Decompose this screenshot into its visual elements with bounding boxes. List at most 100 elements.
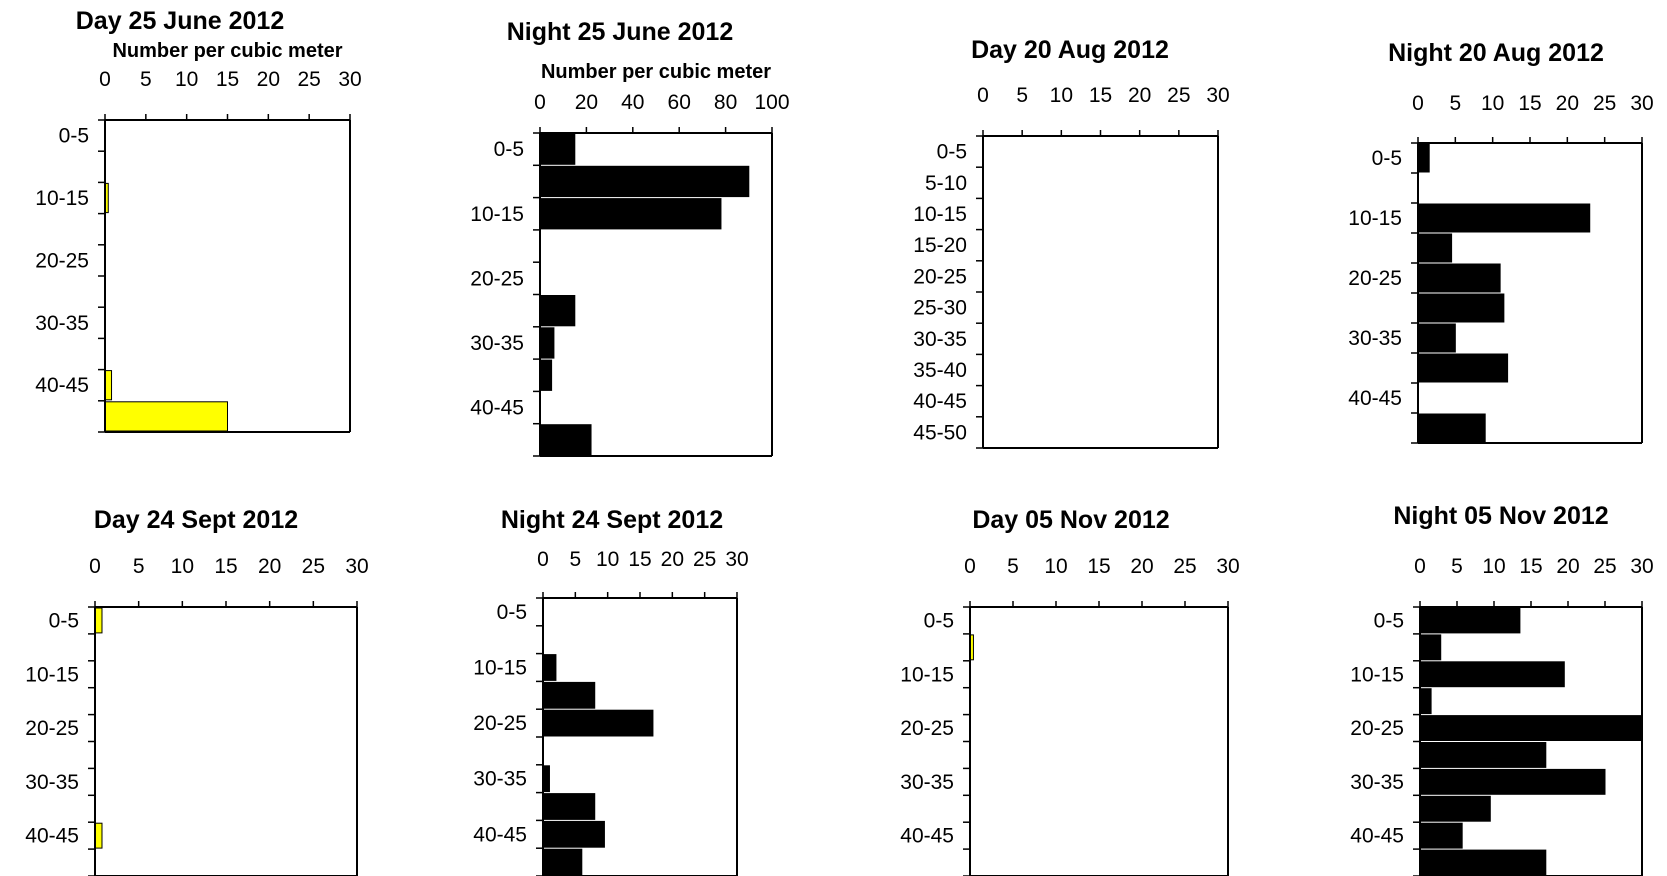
y-tick-label: 40-45	[1348, 387, 1402, 410]
x-tick-label: 15	[1087, 555, 1110, 578]
x-tick-label: 15	[628, 548, 651, 571]
y-tick-label: 20-25	[25, 717, 79, 740]
x-tick-label: 15	[214, 555, 237, 578]
x-tick-label: 5	[140, 68, 152, 91]
x-tick-label: 15	[1089, 84, 1112, 107]
y-tick-label: 0-5	[497, 601, 527, 624]
x-tick-label: 0	[534, 91, 546, 114]
chart-panel-5: Day 24 Sept 2012 0 5 10 15 20 25 30 0-5 10-15 20-2…	[25, 506, 369, 876]
x-tick-label: 5	[1451, 555, 1463, 578]
y-tick-label: 40-45	[473, 823, 527, 846]
chart-title: Night 05 Nov 2012	[1393, 502, 1608, 530]
y-tick-label: 40-45	[470, 397, 524, 420]
x-tick-label: 0	[89, 555, 101, 578]
x-axis-label: Number per cubic meter	[112, 40, 342, 62]
y-tick-label: 30-35	[1348, 327, 1402, 350]
bar-45-50	[1417, 413, 1486, 443]
y-tick-label: 40-45	[913, 390, 967, 413]
bar-35-40	[1417, 353, 1509, 383]
chart-panel-2: Night 25 June 2012 Number per cubic meter…	[470, 18, 790, 457]
x-tick-label: 5	[1007, 555, 1019, 578]
bar-25-30	[539, 295, 576, 327]
bar-25-30	[1419, 742, 1547, 768]
bar-20-25	[1417, 263, 1501, 293]
x-tick-label: 0	[1414, 555, 1426, 578]
x-tick-label: 10	[1044, 555, 1067, 578]
chart-title: Day 24 Sept 2012	[94, 506, 298, 534]
y-tick-label: 30-35	[1350, 771, 1404, 794]
chart-panel-3: Day 20 Aug 2012 0 5 10 15 20 25 30 0-5 5-10 10-15 1…	[913, 36, 1230, 449]
y-tick-label: 25-30	[913, 297, 967, 320]
chart-title: Night 24 Sept 2012	[501, 506, 723, 534]
bar-10-15	[1417, 203, 1591, 233]
chart-panel-8: Night 05 Nov 2012 0 5 10 15 20 25 30 0-5 10-15 20-…	[1350, 502, 1654, 876]
x-tick-label: 25	[1167, 84, 1190, 107]
y-tick-label: 30-35	[900, 771, 954, 794]
chart-panel-4: Night 20 Aug 2012 0 5 10 15 20 25 30 0-5 10-15 20-…	[1348, 39, 1654, 444]
x-tick-label: 10	[171, 555, 194, 578]
x-tick-label: 30	[1206, 84, 1229, 107]
bar-0-5	[1417, 143, 1430, 173]
y-tick-label: 20-25	[35, 249, 89, 272]
y-tick-label: 30-35	[35, 312, 89, 335]
y-tick-label: 0-5	[494, 138, 524, 161]
x-tick-label: 20	[1556, 555, 1579, 578]
y-tick-label: 0-5	[1374, 609, 1404, 632]
chart-title: Night 25 June 2012	[507, 18, 733, 46]
x-tick-label: 25	[1593, 555, 1616, 578]
bar-30-35	[1417, 323, 1456, 353]
y-tick-label: 20-25	[1350, 717, 1404, 740]
bar-5-10	[539, 165, 750, 198]
bar-0-5	[1419, 607, 1521, 634]
chart-panel-6: Night 24 Sept 2012 0 5 10 15 20 25 30 0-5 10-15 20…	[473, 506, 749, 876]
y-tick-label: 20-25	[1348, 267, 1402, 290]
bar-20-25	[1419, 715, 1643, 741]
y-tick-label: 5-10	[925, 172, 967, 195]
x-tick-label: 0	[99, 68, 111, 91]
x-tick-label: 0	[1412, 92, 1424, 115]
bar-30-35	[1419, 768, 1606, 795]
x-tick-label: 5	[1016, 84, 1028, 107]
bar-40-45	[542, 820, 605, 848]
y-tick-label: 30-35	[470, 332, 524, 355]
bar-0-5	[539, 133, 576, 165]
y-tick-label: 20-25	[470, 267, 524, 290]
x-tick-label: 30	[338, 68, 361, 91]
chart-title: Day 20 Aug 2012	[971, 36, 1169, 64]
bar-45-50	[539, 424, 592, 456]
x-tick-label: 30	[1630, 92, 1653, 115]
chart-title: Day 25 June 2012	[76, 7, 284, 35]
bar-30-35	[539, 327, 555, 359]
y-tick-label: 0-5	[937, 141, 967, 164]
bar-10-15	[542, 654, 557, 681]
bar-10-15	[1419, 661, 1565, 688]
chart-panel-7: Day 05 Nov 2012 0 5 10 15 20 25 30 0-5 10-15 20-25…	[900, 506, 1240, 876]
y-tick-label: 40-45	[1350, 825, 1404, 848]
y-tick-label: 45-50	[913, 421, 967, 444]
x-tick-label: 30	[345, 555, 368, 578]
bar-40-45	[1419, 822, 1463, 849]
x-tick-label: 25	[1173, 555, 1196, 578]
x-tick-label: 10	[1050, 84, 1073, 107]
x-tick-label: 20	[1128, 84, 1151, 107]
x-tick-label: 10	[1481, 92, 1504, 115]
bar-45-50	[1419, 849, 1547, 876]
x-tick-label: 80	[714, 91, 737, 114]
bar-15-20	[542, 681, 596, 709]
y-tick-label: 35-40	[913, 359, 967, 382]
x-tick-label: 10	[1482, 555, 1505, 578]
x-tick-label: 5	[569, 548, 581, 571]
x-tick-label: 0	[964, 555, 976, 578]
bar-15-20	[1417, 233, 1453, 263]
x-tick-label: 15	[1519, 555, 1542, 578]
x-tick-label: 20	[1130, 555, 1153, 578]
x-tick-label: 20	[1556, 92, 1579, 115]
y-tick-label: 10-15	[1348, 207, 1402, 230]
x-tick-label: 40	[621, 91, 644, 114]
y-tick-label: 40-45	[35, 374, 89, 397]
y-tick-label: 10-15	[1350, 663, 1404, 686]
x-tick-label: 5	[133, 555, 145, 578]
y-tick-label: 10-15	[913, 203, 967, 226]
